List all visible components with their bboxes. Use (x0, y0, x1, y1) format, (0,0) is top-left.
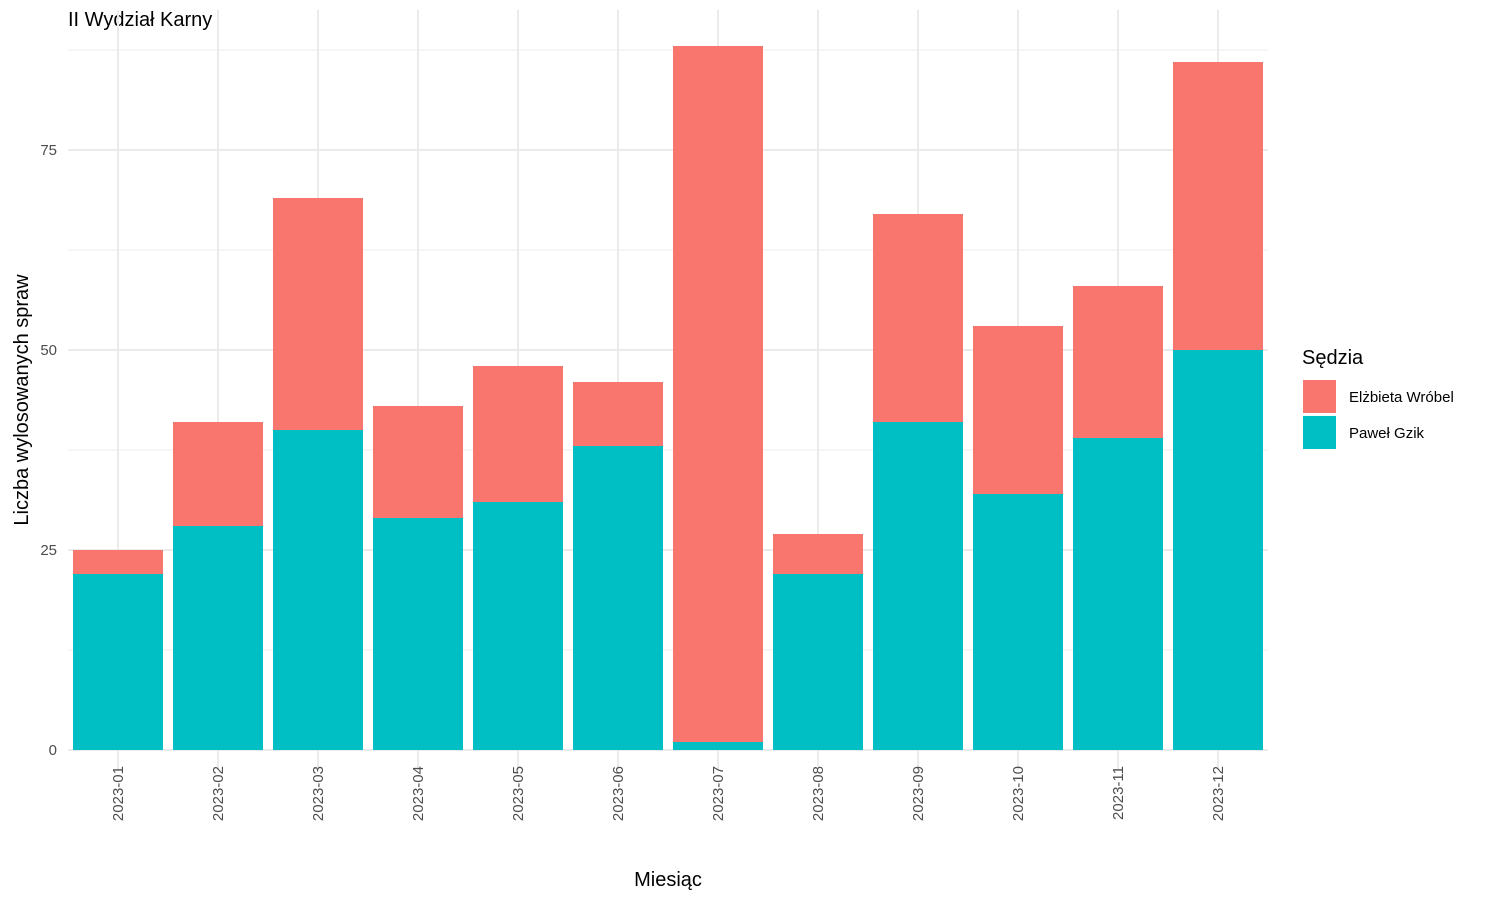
x-tick-label: 2023-03 (310, 766, 327, 821)
bar-segment (873, 214, 963, 422)
legend-title: Sędzia (1302, 347, 1364, 369)
y-tick-label: 0 (49, 742, 57, 759)
x-tick-label: 2023-01 (110, 766, 127, 821)
y-tick-label: 75 (40, 142, 57, 159)
y-tick-label: 25 (40, 542, 57, 559)
bar-segment (173, 526, 263, 750)
bar-segment (873, 422, 963, 750)
bar-segment (473, 366, 563, 502)
y-tick-label: 50 (40, 342, 57, 359)
bar-segment (773, 574, 863, 750)
x-tick-label: 2023-06 (610, 766, 627, 821)
bar-segment (1173, 62, 1263, 350)
bar-segment (73, 550, 163, 574)
bar-segment (373, 518, 463, 750)
x-tick-label: 2023-11 (1110, 766, 1127, 820)
legend-swatch (1303, 380, 1336, 413)
bar-segment (273, 198, 363, 430)
x-tick-label: 2023-09 (910, 766, 927, 821)
bar-segment (73, 574, 163, 750)
x-axis-title: Miesiąc (634, 869, 702, 891)
x-tick-label: 2023-02 (210, 766, 227, 821)
legend-swatch (1303, 416, 1336, 449)
bar-segment (173, 422, 263, 526)
chart-title: II Wydział Karny (68, 9, 212, 31)
x-tick-label: 2023-10 (1010, 766, 1027, 821)
legend-label: Elżbieta Wróbel (1349, 389, 1454, 406)
x-tick-label: 2023-04 (410, 766, 427, 821)
x-tick-label: 2023-07 (710, 766, 727, 821)
bar-segment (373, 406, 463, 518)
bar-segment (1073, 286, 1163, 438)
legend: Sędzia Elżbieta Wróbel Paweł Gzik (1302, 347, 1454, 449)
x-tick-label: 2023-08 (810, 766, 827, 821)
bar-segment (1073, 438, 1163, 750)
x-axis-ticks: 2023-01 2023-02 2023-03 2023-04 2023-05 2023-… (110, 766, 1227, 821)
bar-segment (973, 494, 1063, 750)
bar-segment (1173, 350, 1263, 750)
legend-label: Paweł Gzik (1349, 425, 1425, 442)
bar-segment (673, 46, 763, 742)
bar-segment (573, 382, 663, 446)
bar-segment (773, 534, 863, 574)
bar-segment (673, 742, 763, 750)
bar-segment (473, 502, 563, 750)
bar-segment (273, 430, 363, 750)
y-axis-title: Liczba wylosowanych spraw (11, 274, 33, 526)
y-axis-ticks: 0 25 50 75 (40, 142, 57, 759)
bar-segment (973, 326, 1063, 494)
bars (73, 46, 1263, 750)
bar-segment (573, 446, 663, 750)
x-tick-label: 2023-05 (510, 766, 527, 821)
x-tick-label: 2023-12 (1210, 766, 1227, 821)
